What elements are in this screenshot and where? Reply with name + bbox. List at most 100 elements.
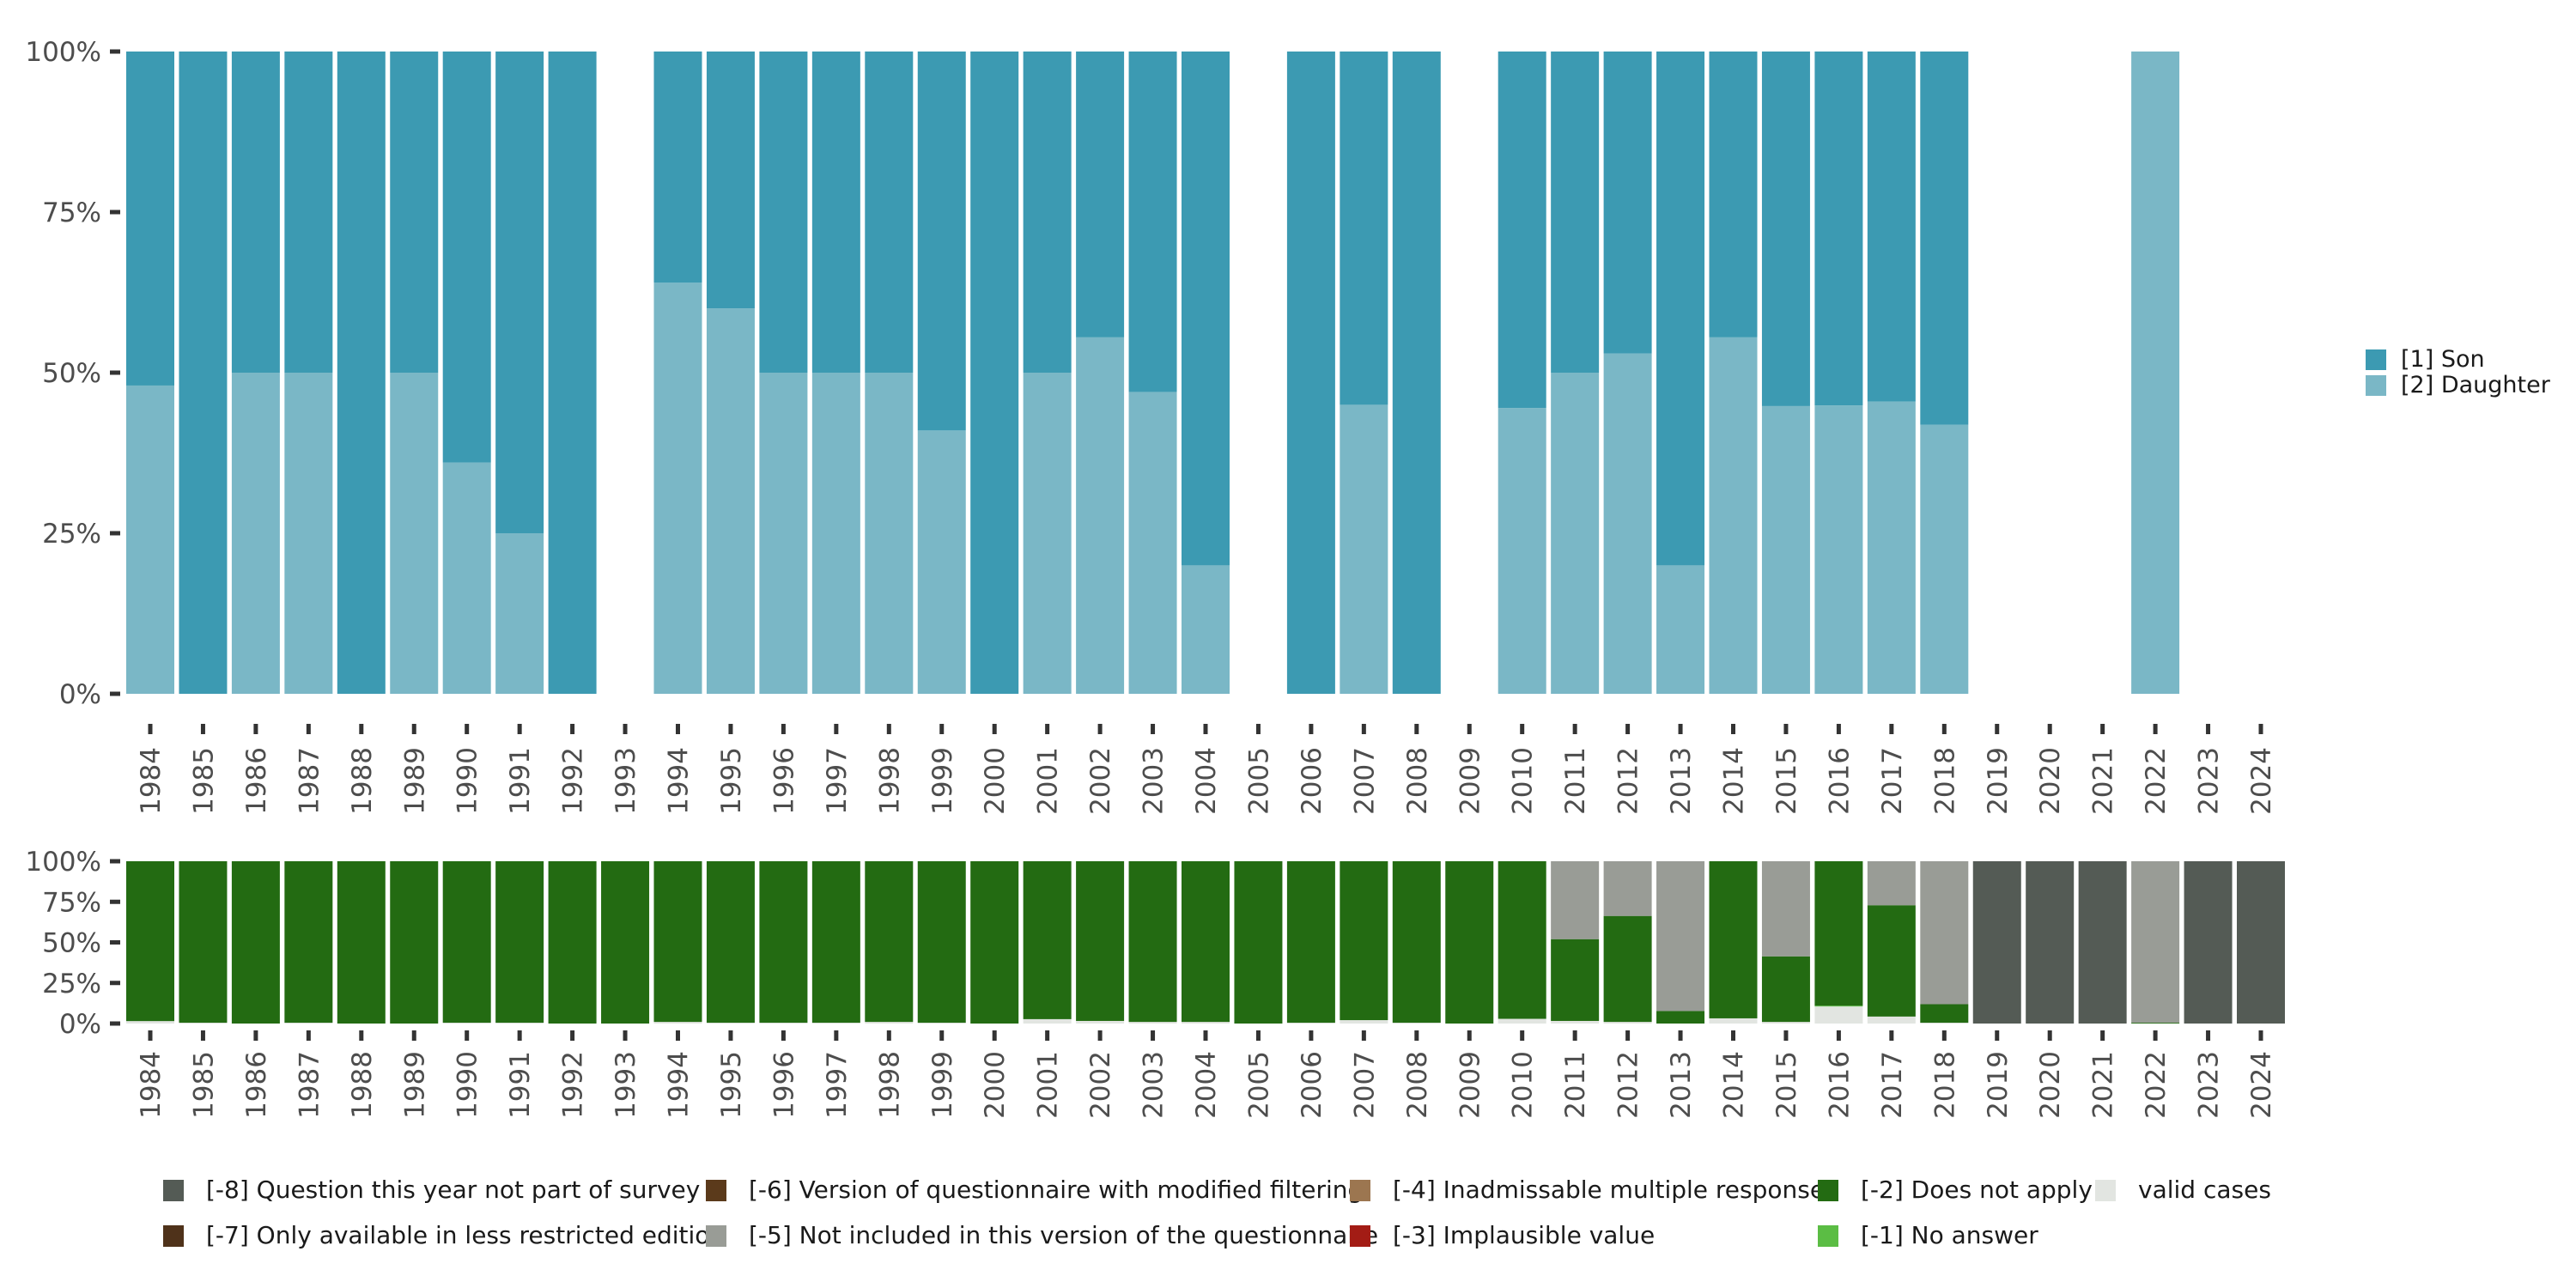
x-tick-mark <box>306 1030 311 1041</box>
x-tick-label: 2002 <box>1085 747 1116 815</box>
x-tick-mark <box>781 1030 786 1041</box>
bar-segment-2002-0 <box>1076 337 1125 694</box>
x-tick-mark <box>1097 1030 1103 1041</box>
x-tick-mark <box>570 724 575 734</box>
x-tick-label: 1986 <box>241 747 272 815</box>
bar-segment-2020-8 <box>2026 861 2075 1024</box>
bar-segment-1997-2 <box>811 861 860 1024</box>
x-tick-label: 1997 <box>822 1051 853 1119</box>
x-tick-mark <box>1625 724 1631 734</box>
x-tick-mark <box>306 724 311 734</box>
x-tick-mark <box>359 1030 364 1041</box>
x-tick-mark <box>676 1030 680 1041</box>
x-tick-label: 1996 <box>769 747 799 815</box>
legend-swatch <box>1818 1180 1838 1201</box>
bar-segment-1992-2 <box>548 861 597 1024</box>
x-tick-label: 2007 <box>1349 1051 1380 1119</box>
x-tick-label: 2003 <box>1139 1051 1170 1119</box>
x-tick-mark <box>1783 1030 1789 1041</box>
x-tick-label: 2015 <box>1771 747 1802 815</box>
x-tick-label: 1999 <box>927 747 958 815</box>
x-tick-label: 1991 <box>505 1051 536 1119</box>
x-tick-mark <box>200 1030 205 1041</box>
bar-segment-1998-1 <box>865 52 914 373</box>
y-tick-label: 0% <box>59 1009 101 1040</box>
x-tick-label: 2024 <box>2246 747 2277 815</box>
bar-segment-2011-0 <box>1551 1020 1600 1024</box>
bar-segment-1991-0 <box>495 1023 544 1024</box>
bar-segment-2004-1 <box>1182 52 1230 566</box>
x-tick-label: 2005 <box>1243 747 1274 815</box>
bar-segment-1984-0 <box>126 1021 174 1024</box>
legend-label: [-4] Inadmissable multiple response <box>1393 1176 1825 1204</box>
bar-segment-2017-1 <box>1867 52 1916 402</box>
legend-swatch <box>1350 1180 1370 1201</box>
bar-segment-2010-2 <box>1498 861 1546 1019</box>
bar-segment-2006-2 <box>1286 861 1335 1024</box>
legend-label: [-2] Does not apply <box>1861 1176 2093 1204</box>
x-tick-mark <box>411 1030 416 1041</box>
bar-segment-2008-1 <box>1392 52 1441 694</box>
bar-segment-1999-0 <box>917 430 966 694</box>
x-tick-mark <box>1995 1030 2000 1041</box>
bar-segment-1997-0 <box>811 373 860 694</box>
x-tick-mark <box>1467 724 1472 734</box>
bar-segment-1997-0 <box>811 1023 860 1024</box>
x-tick-label: 2001 <box>1033 747 1064 815</box>
x-tick-mark <box>1203 724 1208 734</box>
legend-swatch <box>706 1225 726 1247</box>
bottom-legend: [-8] Question this year not part of surv… <box>163 1176 2271 1249</box>
bar-segment-2013-5 <box>1656 861 1705 1012</box>
top-legend: [1] Son[2] Daughter <box>2366 346 2551 398</box>
bar-segment-1994-2 <box>653 861 702 1023</box>
x-tick-label: 1997 <box>822 747 853 815</box>
x-tick-mark <box>1414 1030 1419 1041</box>
bar-segment-1996-2 <box>759 861 808 1024</box>
legend-label: [-8] Question this year not part of surv… <box>206 1176 700 1204</box>
bar-segment-2017-0 <box>1867 401 1916 694</box>
bar-segment-2001-1 <box>1023 52 1072 373</box>
x-tick-label: 2014 <box>1719 1051 1750 1119</box>
bar-segment-2022-5 <box>2131 861 2180 1024</box>
x-tick-mark <box>1361 724 1366 734</box>
bar-segment-1996-0 <box>759 373 808 694</box>
x-tick-mark <box>2047 1030 2052 1041</box>
bar-segment-1993-2 <box>601 861 650 1024</box>
bar-segment-1990-0 <box>442 462 491 694</box>
x-tick-mark <box>676 724 680 734</box>
y-tick-label: 75% <box>42 887 101 918</box>
legend-label: [1] Son <box>2401 346 2485 373</box>
bar-segment-2013-0 <box>1656 565 1705 694</box>
bar-segment-1988-1 <box>337 52 386 694</box>
bar-segment-2022-0 <box>2131 52 2180 694</box>
bar-segment-1991-0 <box>495 533 544 694</box>
bar-segment-1984-1 <box>126 52 174 386</box>
bar-segment-1985-1 <box>179 52 228 694</box>
x-tick-mark <box>1625 1030 1631 1041</box>
y-tick-label: 75% <box>42 197 101 228</box>
legend-swatch <box>1818 1225 1838 1247</box>
bar-segment-2005-2 <box>1234 861 1283 1024</box>
x-tick-label: 2022 <box>2141 747 2172 815</box>
top-bars <box>126 52 2180 694</box>
x-tick-label: 1993 <box>611 747 641 815</box>
x-tick-label: 2008 <box>1402 747 1433 815</box>
x-tick-mark <box>623 1030 628 1041</box>
bar-segment-1988-2 <box>337 861 386 1024</box>
x-tick-label: 1995 <box>716 1051 747 1119</box>
bar-segment-2016-0 <box>1814 1006 1863 1024</box>
x-tick-mark <box>1309 1030 1314 1041</box>
bar-segment-1997-1 <box>811 52 860 373</box>
bar-segment-2008-2 <box>1392 861 1441 1024</box>
bar-segment-2014-0 <box>1709 1018 1758 1024</box>
x-tick-mark <box>1151 724 1156 734</box>
x-tick-label: 2022 <box>2141 1051 2172 1119</box>
x-tick-mark <box>992 1030 997 1041</box>
x-tick-mark <box>1889 724 1894 734</box>
bar-segment-1990-0 <box>442 1023 491 1024</box>
bar-segment-2017-2 <box>1867 905 1916 1017</box>
legend-label: valid cases <box>2138 1176 2271 1204</box>
bar-segment-2007-2 <box>1340 861 1388 1021</box>
y-tick-mark <box>110 899 120 904</box>
x-tick-label: 2012 <box>1613 747 1644 815</box>
